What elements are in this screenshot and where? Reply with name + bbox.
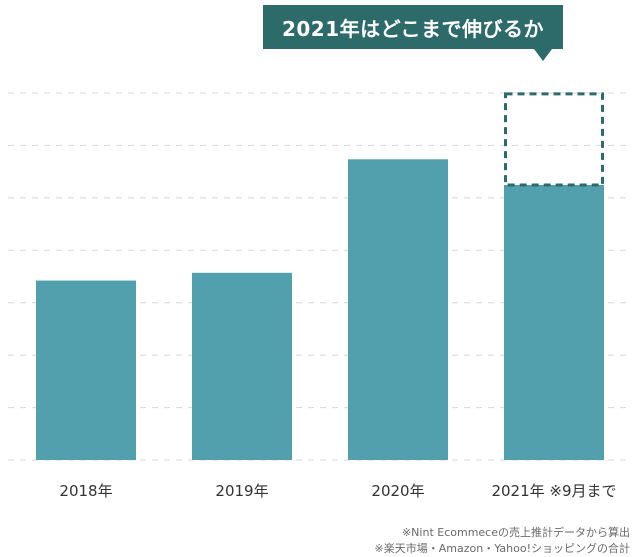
category-label: 2019年 <box>215 482 268 500</box>
bar-3 <box>348 159 448 461</box>
callout-text: 2021年はどこまで伸びるか <box>281 16 545 41</box>
bar-1 <box>36 280 136 460</box>
category-label: 2018年 <box>59 482 112 500</box>
source-note: ※Nint Ecommeceの売上推計データから算出 <box>401 526 630 539</box>
scope-note: ※楽天市場・Amazon・Yahoo!ショッピングの合計 <box>374 542 630 555</box>
projection-box <box>504 92 604 187</box>
bar-4 <box>504 185 604 460</box>
callout-tail <box>534 49 552 61</box>
bar-2 <box>192 272 292 460</box>
callout-box: 2021年はどこまで伸びるか <box>263 5 563 49</box>
category-label: 2020年 <box>371 482 424 500</box>
category-label: 2021年 ※9月まで <box>491 482 616 500</box>
